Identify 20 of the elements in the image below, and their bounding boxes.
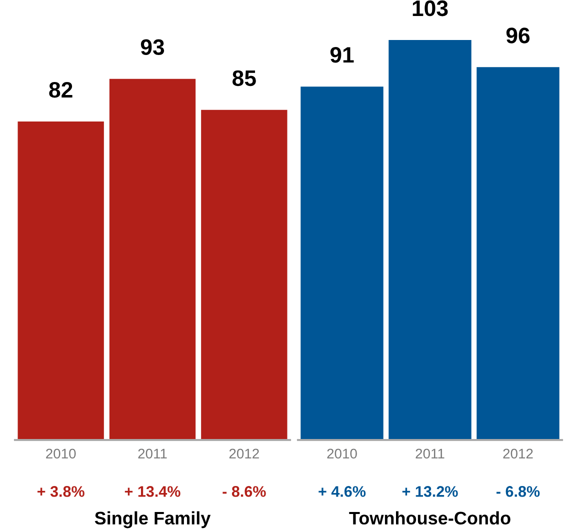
data-label: 91 xyxy=(330,47,354,63)
data-label: 85 xyxy=(232,70,256,86)
x-tick-label: 2011 xyxy=(416,448,444,459)
text: + 13.4% xyxy=(124,486,180,497)
x-tick-label: 2011 xyxy=(138,448,167,459)
x-tick-label: 2012 xyxy=(229,448,259,459)
text: + 4.6% xyxy=(318,486,366,497)
x-axis-title: Townhouse-Condo xyxy=(349,511,510,525)
data-label: 96 xyxy=(506,28,530,44)
data-label: 93 xyxy=(140,39,164,56)
x-tick-label: 2010 xyxy=(46,448,76,459)
data-label: 82 xyxy=(49,82,72,98)
x-tick-label: 2010 xyxy=(327,448,357,459)
text: - 6.8% xyxy=(496,486,540,497)
text: + 3.8% xyxy=(37,486,84,497)
x-tick-label: 2012 xyxy=(503,448,533,459)
text: - 8.6% xyxy=(222,486,266,497)
x-axis-title: Single Family xyxy=(94,511,211,528)
data-label: 103 xyxy=(412,0,448,16)
text: + 13.2% xyxy=(402,486,458,497)
